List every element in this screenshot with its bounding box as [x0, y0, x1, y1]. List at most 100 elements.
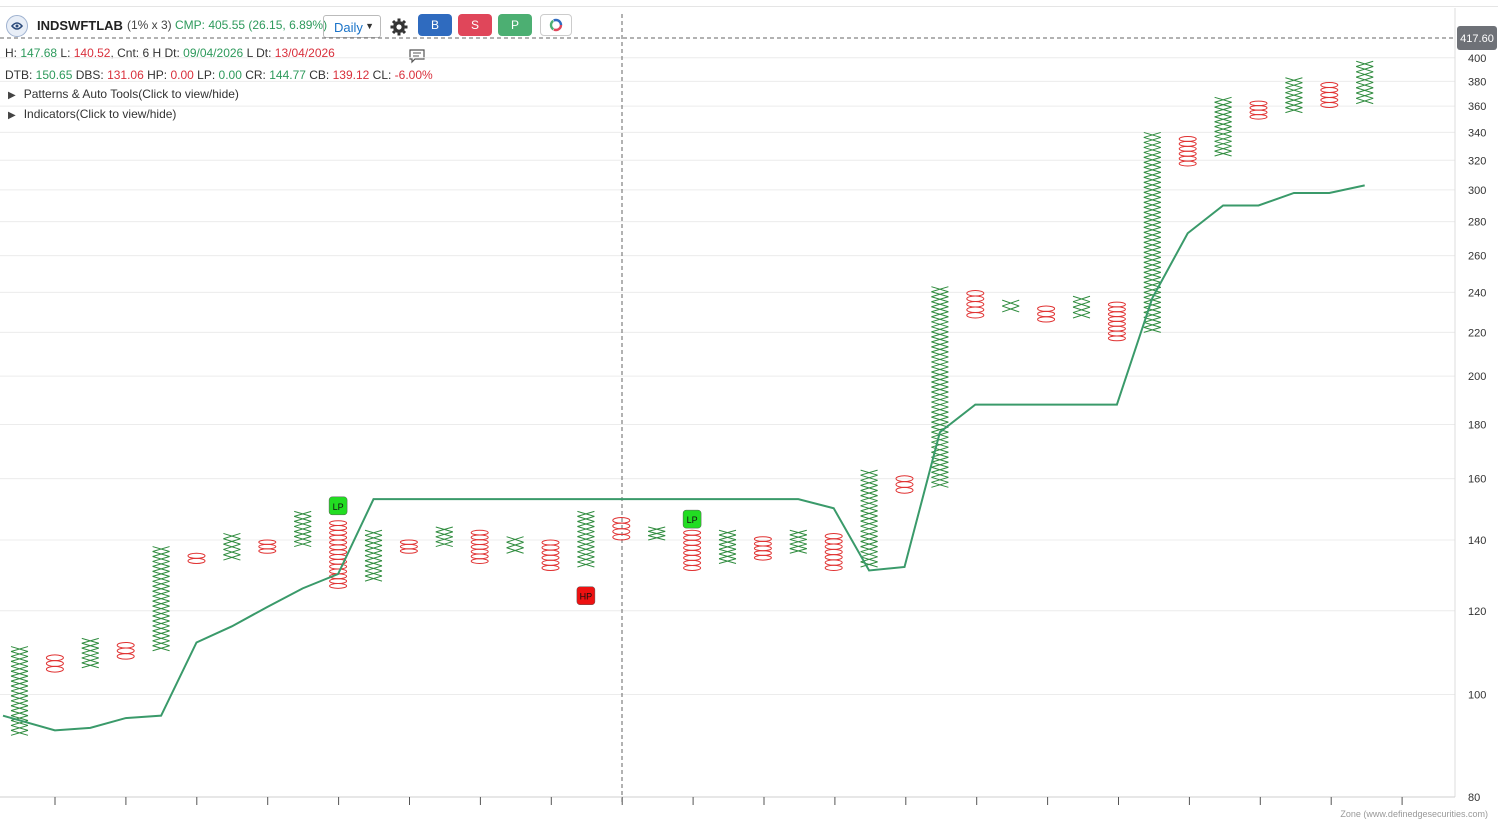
o-mark — [1178, 160, 1197, 167]
x-mark — [1214, 126, 1232, 133]
o-column — [116, 641, 135, 660]
x-mark — [1143, 151, 1161, 158]
patterns-toggle[interactable]: ▶ Patterns & Auto Tools(Click to view/hid… — [8, 87, 239, 101]
o-mark — [116, 647, 135, 655]
o-mark — [1178, 150, 1197, 157]
stat-value: 147.68 — [20, 46, 58, 60]
o-mark — [258, 539, 277, 545]
y-tick-label: 380 — [1468, 76, 1486, 88]
x-mark — [1143, 231, 1161, 238]
stat-label: Cnt: — [117, 46, 143, 60]
chevron-down-icon: ▼ — [365, 21, 374, 31]
x-mark — [152, 600, 170, 607]
stat-value: 144.77 — [269, 68, 306, 82]
x-mark — [294, 515, 312, 522]
o-mark — [470, 548, 489, 555]
x-mark — [1143, 216, 1161, 223]
app-logo-icon[interactable] — [6, 15, 28, 37]
x-mark — [860, 530, 878, 537]
x-mark — [81, 647, 99, 654]
x-mark — [931, 386, 949, 393]
x-mark — [577, 520, 595, 528]
x-mark — [1143, 291, 1161, 298]
o-mark — [683, 549, 702, 556]
x-mark — [648, 530, 666, 537]
x-mark — [718, 529, 737, 536]
o-mark — [329, 525, 348, 531]
sell-button[interactable]: S — [458, 14, 492, 36]
o-mark — [541, 564, 560, 571]
o-column — [966, 289, 985, 319]
o-mark — [45, 665, 64, 673]
x-mark — [931, 321, 949, 328]
o-mark — [399, 548, 418, 554]
x-mark — [152, 556, 170, 562]
y-tick-label: 120 — [1468, 606, 1486, 618]
o-mark — [1107, 311, 1126, 318]
x-column — [789, 529, 807, 554]
comment-icon[interactable] — [408, 48, 426, 64]
x-mark — [294, 536, 312, 543]
x-mark — [435, 541, 453, 548]
buy-button[interactable]: B — [418, 14, 452, 36]
x-mark — [10, 680, 29, 687]
x-mark — [860, 479, 878, 486]
o-column — [1107, 301, 1126, 342]
x-mark — [789, 534, 807, 540]
x-mark — [1214, 116, 1232, 123]
x-mark — [81, 662, 99, 669]
x-mark — [931, 471, 949, 478]
current-price: CMP: 405.55 (26.15, 6.89%) — [175, 18, 328, 32]
x-mark — [294, 541, 312, 548]
x-mark — [1143, 261, 1161, 268]
x-mark — [718, 548, 737, 555]
x-column — [1285, 77, 1303, 114]
x-mark — [1143, 211, 1161, 218]
x-mark — [223, 554, 241, 561]
o-column — [399, 539, 418, 554]
o-mark — [329, 544, 348, 551]
x-mark — [1143, 251, 1161, 258]
o-column — [1249, 100, 1268, 120]
o-mark — [612, 517, 631, 524]
o-mark — [1320, 87, 1339, 94]
x-mark — [789, 548, 807, 554]
triangle-right-icon: ▶ — [8, 110, 16, 121]
o-mark — [753, 554, 772, 561]
x-mark — [152, 546, 170, 553]
x-mark — [294, 530, 312, 537]
x-mark — [1143, 201, 1161, 208]
x-mark — [931, 311, 949, 318]
o-mark — [966, 289, 985, 297]
o-mark — [824, 543, 843, 550]
o-mark — [541, 554, 560, 561]
o-mark — [1249, 109, 1268, 116]
o-mark — [683, 559, 702, 566]
x-mark — [931, 296, 949, 303]
x-mark — [1143, 301, 1161, 308]
lp-marker: LP — [328, 496, 348, 516]
pattern-button[interactable]: P — [498, 14, 532, 36]
o-mark — [1178, 145, 1197, 152]
x-mark — [81, 657, 99, 664]
gear-icon[interactable] — [389, 17, 409, 37]
x-mark — [364, 539, 383, 546]
color-ring-button[interactable] — [540, 14, 572, 36]
x-mark — [718, 553, 737, 560]
o-mark — [1320, 92, 1339, 98]
y-tick-label: 280 — [1468, 217, 1486, 229]
x-mark — [1143, 221, 1161, 228]
o-mark — [1320, 96, 1339, 103]
x-mark — [1143, 226, 1161, 233]
o-column — [895, 475, 914, 494]
x-mark — [152, 560, 170, 567]
x-mark — [931, 481, 949, 488]
x-mark — [1285, 87, 1303, 94]
x-mark — [1285, 107, 1303, 114]
indicators-toggle[interactable]: ▶ Indicators(Click to view/hide) — [8, 107, 176, 121]
y-tick-label: 160 — [1468, 474, 1486, 486]
dtb-line-group — [2, 184, 1365, 732]
stat-label: LP: — [197, 68, 219, 82]
o-column — [753, 536, 772, 561]
x-mark — [81, 642, 99, 649]
